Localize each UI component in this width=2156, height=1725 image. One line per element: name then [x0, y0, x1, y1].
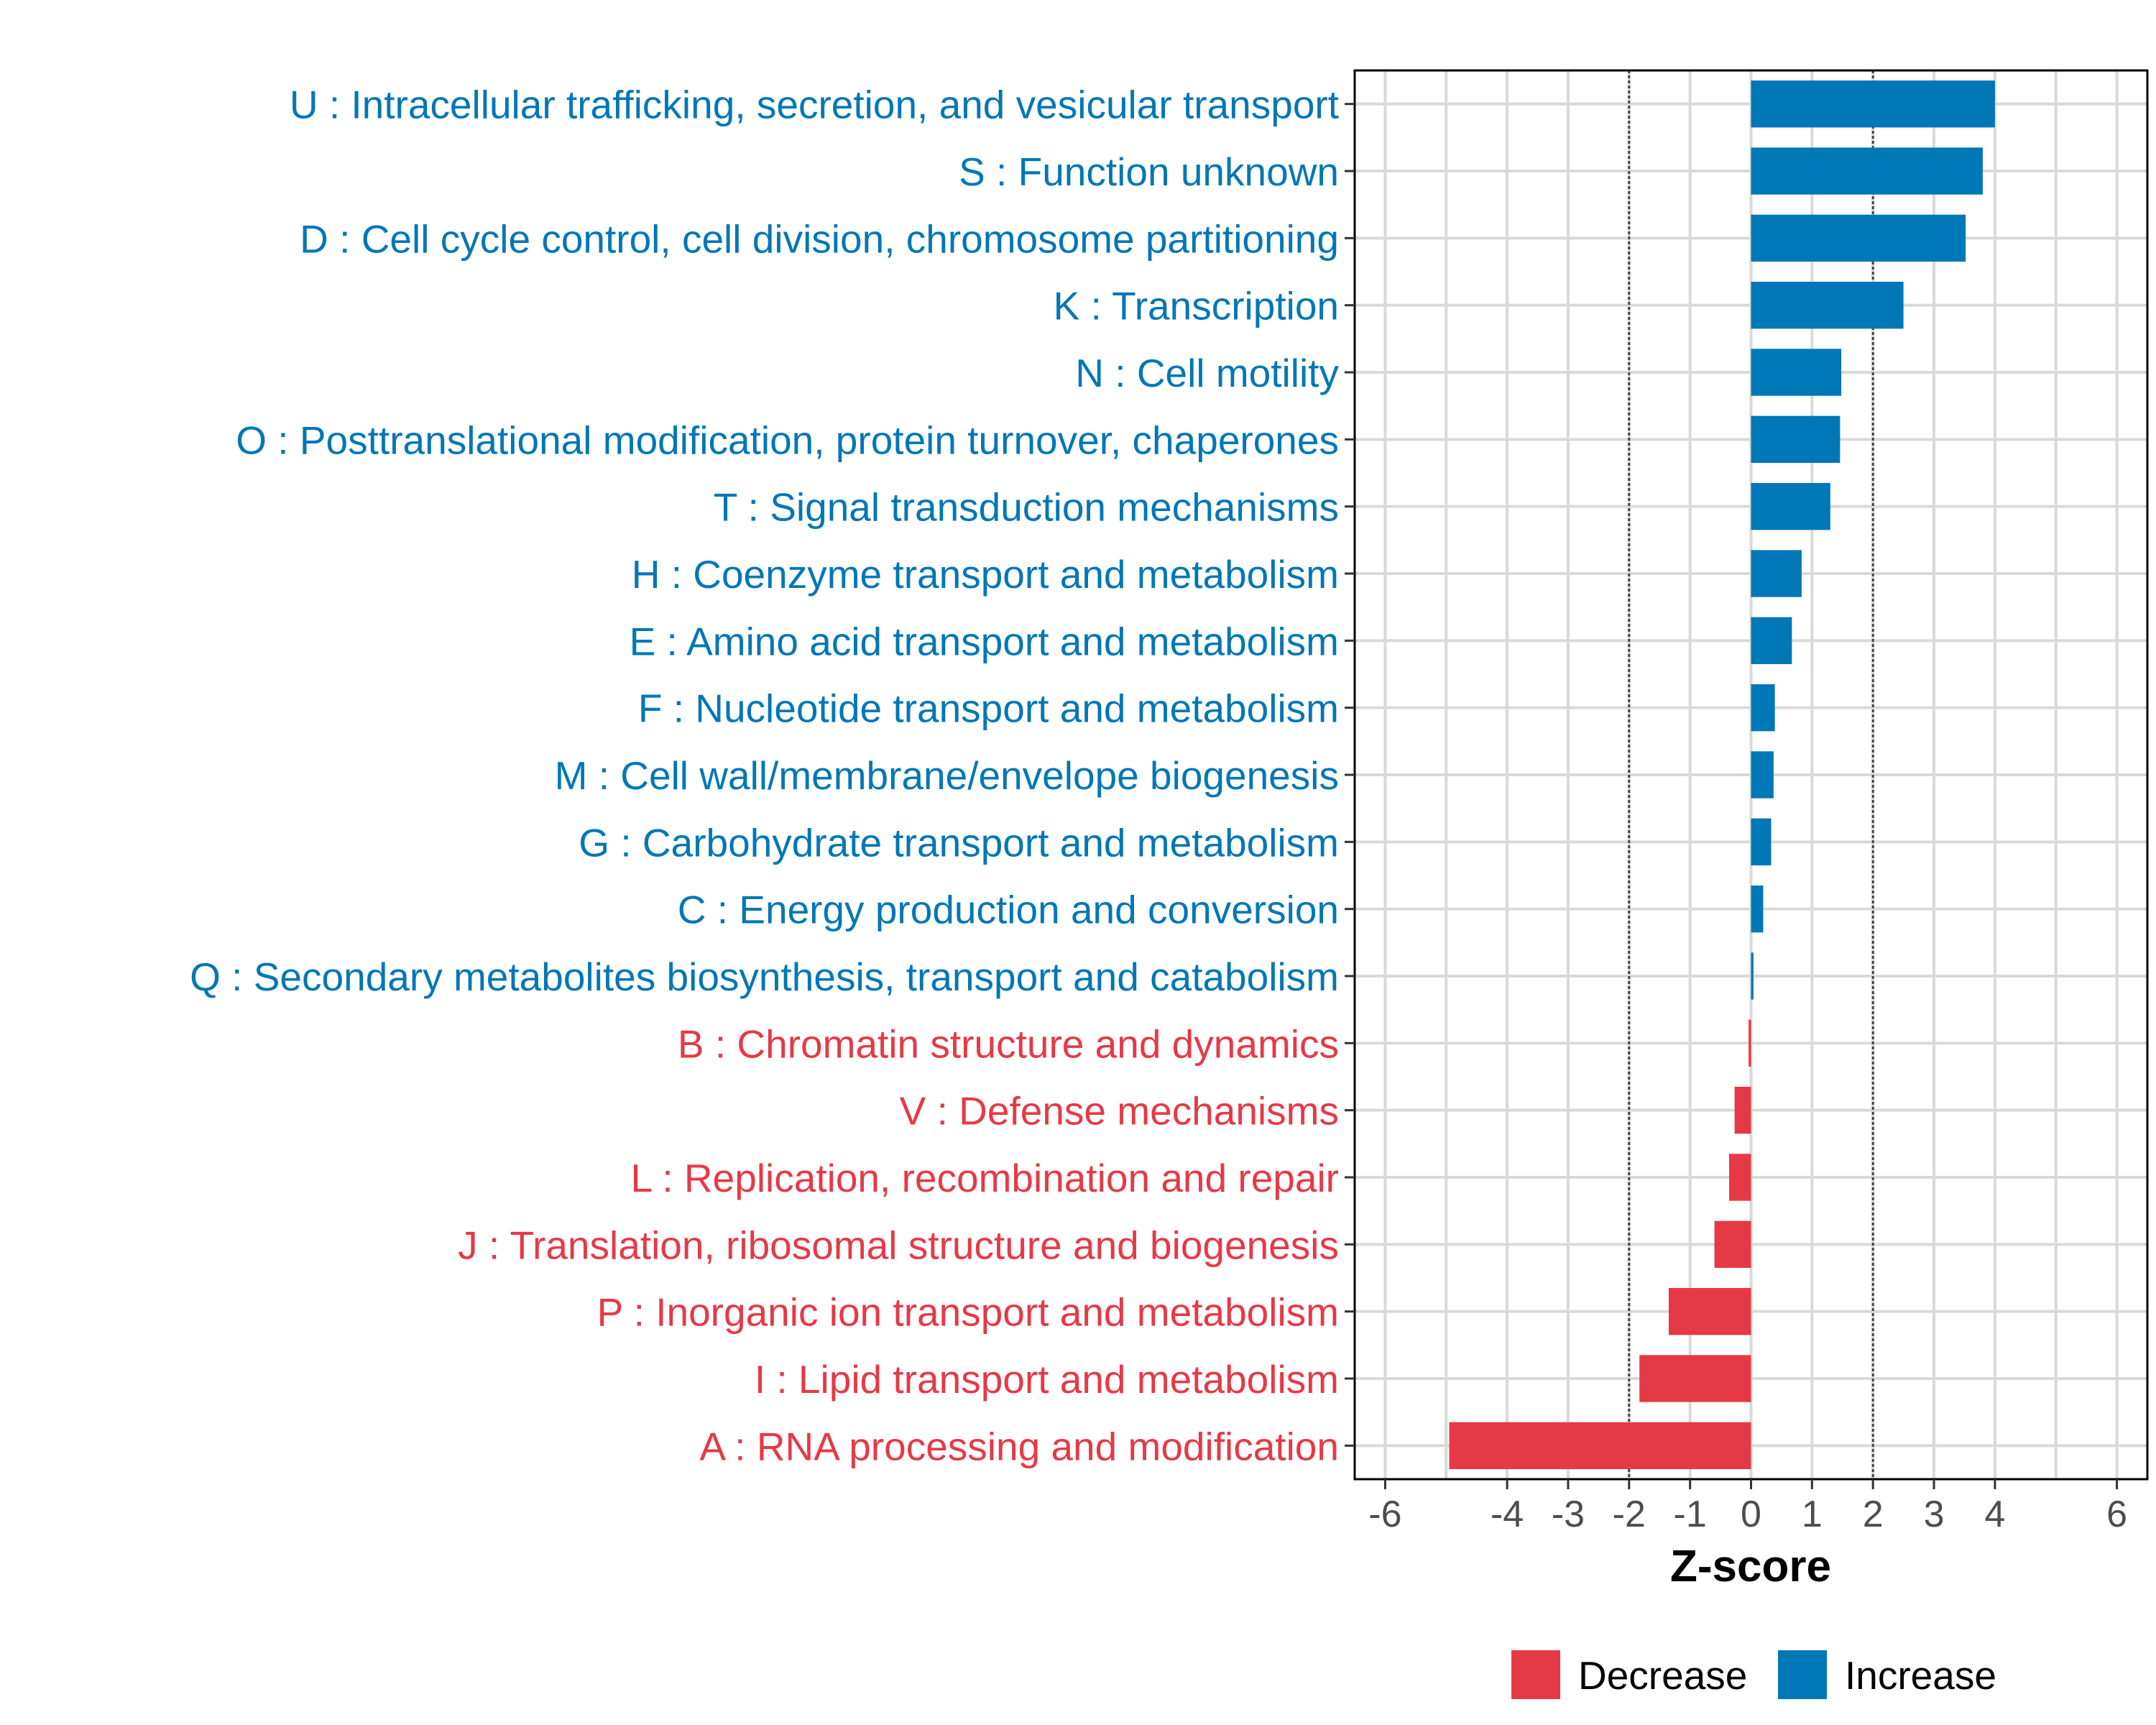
- category-label: U : Intracellular trafficking, secretion…: [290, 83, 1339, 127]
- bar: [1751, 415, 1841, 463]
- category-label: C : Energy production and conversion: [678, 888, 1339, 932]
- y-axis-ticks: [1345, 103, 1355, 1447]
- bar: [1668, 1288, 1751, 1335]
- category-label: I : Lipid transport and metabolism: [755, 1357, 1339, 1402]
- bar: [1449, 1422, 1751, 1469]
- category-label: K : Transcription: [1054, 284, 1339, 328]
- bar: [1751, 214, 1966, 262]
- bar: [1728, 1154, 1751, 1201]
- category-label: M : Cell wall/membrane/envelope biogenes…: [555, 753, 1339, 798]
- x-tick-label: 6: [2106, 1494, 2127, 1535]
- bar: [1751, 886, 1764, 933]
- bar: [1751, 349, 1842, 396]
- category-label: G : Carbohydrate transport and metabolis…: [579, 820, 1339, 865]
- legend-swatch-increase: [1778, 1650, 1827, 1699]
- category-label: T : Signal transduction mechanisms: [714, 485, 1339, 530]
- category-label: S : Function unknown: [959, 150, 1339, 194]
- x-tick-label: 2: [1863, 1494, 1884, 1535]
- bar: [1751, 147, 1983, 195]
- x-tick-label: 1: [1802, 1494, 1823, 1535]
- bar: [1751, 751, 1774, 799]
- bar: [1751, 818, 1772, 865]
- y-axis-labels: U : Intracellular trafficking, secretion…: [190, 83, 1339, 1469]
- category-label: Q : Secondary metabolites biosynthesis, …: [190, 954, 1339, 999]
- category-label: N : Cell motility: [1075, 351, 1339, 395]
- legend-swatch-decrease: [1511, 1650, 1560, 1699]
- threshold-lines: [1628, 70, 1874, 1479]
- legend-label-increase: Increase: [1845, 1653, 1996, 1698]
- category-label: O : Posttranslational modification, prot…: [236, 418, 1339, 462]
- category-label: F : Nucleotide transport and metabolism: [638, 686, 1339, 731]
- category-label: P : Inorganic ion transport and metaboli…: [597, 1290, 1339, 1335]
- bar: [1639, 1355, 1751, 1402]
- category-label: A : RNA processing and modification: [699, 1424, 1339, 1468]
- category-label: D : Cell cycle control, cell division, c…: [300, 216, 1339, 261]
- bar: [1714, 1220, 1751, 1268]
- bar: [1751, 550, 1802, 597]
- x-axis-tick-labels: -6 -4 -3 -2 -1 0 1 2 3 4 6: [1368, 1494, 2127, 1535]
- legend-label-decrease: Decrease: [1578, 1653, 1747, 1698]
- bar: [1751, 684, 1775, 732]
- x-tick-label: 3: [1924, 1494, 1945, 1535]
- bars: [1449, 80, 1995, 1469]
- category-label: E : Amino acid transport and metabolism: [630, 619, 1339, 663]
- category-label: H : Coenzyme transport and metabolism: [632, 552, 1339, 597]
- category-label: J : Translation, ribosomal structure and…: [458, 1223, 1339, 1267]
- x-tick-label: -6: [1368, 1494, 1401, 1535]
- x-tick-label: -4: [1491, 1494, 1524, 1535]
- x-tick-label: -3: [1552, 1494, 1585, 1535]
- bar: [1749, 1019, 1751, 1067]
- x-tick-label: -2: [1613, 1494, 1646, 1535]
- bar: [1751, 952, 1754, 1000]
- x-axis-title: Z-score: [1670, 1542, 1831, 1591]
- bar: [1734, 1087, 1751, 1134]
- bar: [1751, 483, 1830, 530]
- category-label: B : Chromatin structure and dynamics: [678, 1021, 1339, 1066]
- bar: [1751, 80, 1995, 128]
- legend: Decrease Increase: [1511, 1650, 1996, 1699]
- x-axis-ticks: [1383, 1479, 2119, 1489]
- category-label: V : Defense mechanisms: [900, 1089, 1339, 1133]
- x-tick-label: 4: [1984, 1494, 2005, 1535]
- x-tick-label: 0: [1741, 1494, 1761, 1535]
- bar: [1751, 282, 1904, 329]
- category-label: L : Replication, recombination and repai…: [631, 1156, 1339, 1200]
- bar: [1751, 617, 1792, 664]
- x-tick-label: -1: [1674, 1494, 1707, 1535]
